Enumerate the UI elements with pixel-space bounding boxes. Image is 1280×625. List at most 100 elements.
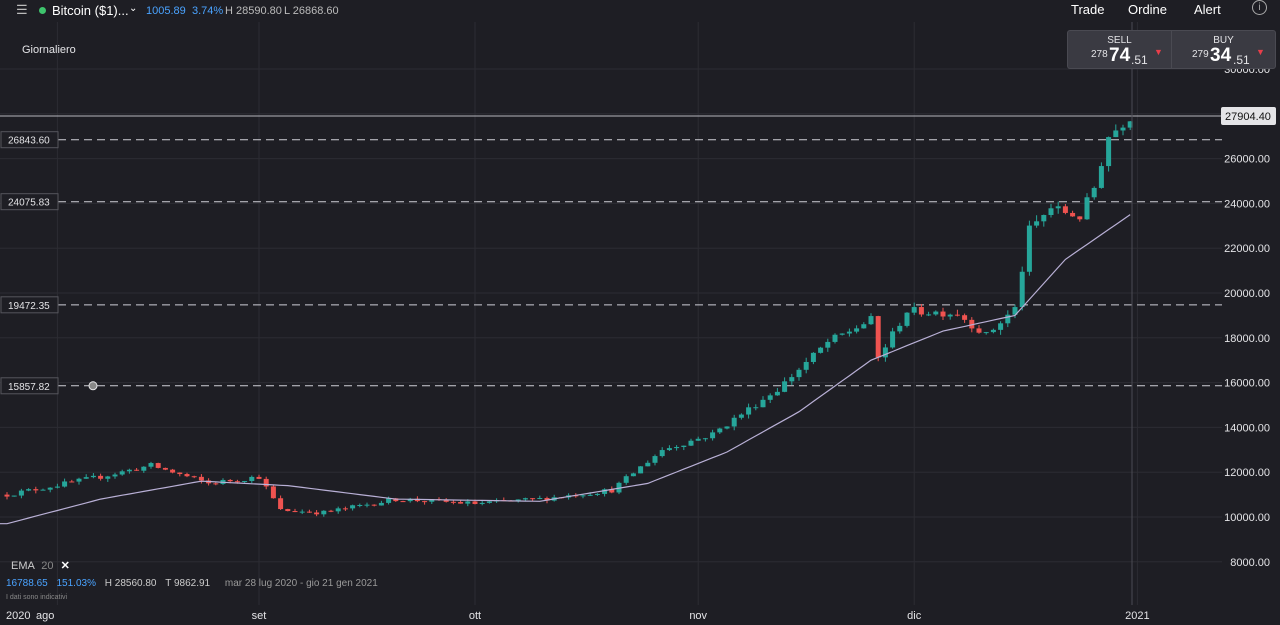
candle-body xyxy=(184,474,190,477)
candle-body xyxy=(270,486,276,499)
candle-body xyxy=(767,395,773,400)
candle-body xyxy=(839,333,845,335)
horizontal-line-label-box xyxy=(0,193,59,211)
x-tick-label: nov xyxy=(689,610,707,622)
candle-body xyxy=(1070,212,1076,217)
candle-body xyxy=(832,334,838,342)
candle-body xyxy=(940,311,946,317)
candle-body xyxy=(357,504,363,506)
y-axis: 8000.00 10000.00 12000.00 14000.00 16000.00 1… xyxy=(1224,64,1270,569)
ema-stats: 16788.65 151.03% H 28560.80 T 9862.91 ma… xyxy=(6,578,378,589)
current-price-tag xyxy=(1221,106,1276,125)
candle-body xyxy=(407,498,413,502)
trade-nav-button[interactable]: Trade xyxy=(1071,2,1105,17)
candle-body xyxy=(702,438,708,440)
candle-body xyxy=(717,428,723,433)
y-tick-label: 8000.00 xyxy=(1230,557,1270,569)
candle-body xyxy=(803,361,809,370)
candle-body xyxy=(825,341,831,348)
candle-body xyxy=(33,489,39,491)
candle-body xyxy=(1091,187,1097,198)
ema-period[interactable]: 20 xyxy=(41,560,54,572)
candle-body xyxy=(155,463,161,468)
candle-body xyxy=(976,328,982,333)
candle-body xyxy=(962,315,968,320)
candle-body xyxy=(472,501,478,504)
candle-body xyxy=(1084,197,1090,220)
candle-body xyxy=(645,462,651,467)
date-range: mar 28 lug 2020 - gio 21 gen 2021 xyxy=(224,578,378,589)
candle-body xyxy=(321,510,327,515)
candle-body xyxy=(522,498,528,500)
candle-body xyxy=(587,494,593,496)
candle-body xyxy=(242,480,248,482)
candle-body xyxy=(26,489,32,491)
info-icon[interactable]: i xyxy=(1252,0,1267,15)
candle-body xyxy=(933,311,939,315)
horizontal-line-label-box xyxy=(0,296,59,314)
candle-body xyxy=(292,511,298,513)
candle-body xyxy=(1098,166,1104,188)
close-icon[interactable]: ✕ xyxy=(60,560,70,572)
chart-grid xyxy=(0,22,1222,605)
horizontal-line-label-box xyxy=(0,131,59,149)
candle-body xyxy=(918,307,924,315)
market-open-dot xyxy=(39,7,46,14)
candle-body xyxy=(897,325,903,332)
candle-body xyxy=(285,509,291,512)
ema-high: H 28560.80 xyxy=(104,578,157,589)
menu-icon[interactable]: ☰ xyxy=(16,2,28,17)
candle-body xyxy=(134,469,140,471)
candle-body xyxy=(18,490,24,496)
candle-body xyxy=(602,489,608,494)
candle-body xyxy=(11,495,17,497)
candle-body xyxy=(969,319,975,329)
candle-body xyxy=(890,331,896,348)
sell-button[interactable]: SELL 278 74 .51 ▼ xyxy=(1068,31,1171,68)
candle-body xyxy=(299,511,305,513)
candle-body xyxy=(1062,206,1068,213)
period-label[interactable]: Giornaliero xyxy=(22,44,76,56)
candle-body xyxy=(688,440,694,446)
buy-button[interactable]: BUY 279 34 .51 ▼ xyxy=(1171,31,1275,68)
down-arrow-icon: ▼ xyxy=(1154,47,1163,57)
buy-price-prefix: 279 xyxy=(1192,49,1209,60)
candle-body xyxy=(530,498,536,500)
sell-price-suffix: .51 xyxy=(1131,53,1148,67)
candle-body xyxy=(753,407,759,409)
candle-body xyxy=(774,391,780,396)
candle-body xyxy=(926,314,932,316)
instrument-name[interactable]: Bitcoin ($1)... xyxy=(52,3,129,18)
top-bar: ☰ Bitcoin ($1)... ⌄ 1005.89 3.74% H 2859… xyxy=(0,0,1280,20)
candle-body xyxy=(911,307,917,313)
candles xyxy=(4,120,1133,517)
x-tick-label: ago xyxy=(36,610,54,622)
candle-body xyxy=(638,466,644,474)
trade-panel: SELL 278 74 .51 ▼ BUY 279 34 .51 ▼ xyxy=(1067,30,1276,69)
y-tick-label: 14000.00 xyxy=(1224,422,1270,434)
chevron-down-icon[interactable]: ⌄ xyxy=(129,3,138,14)
candle-body xyxy=(544,498,550,501)
alert-handle xyxy=(88,381,98,391)
candle-body xyxy=(1127,121,1133,128)
candle-body xyxy=(4,494,10,497)
candle-body xyxy=(170,469,176,473)
y-tick-label: 12000.00 xyxy=(1224,467,1270,479)
candle-body xyxy=(515,499,521,501)
candle-body xyxy=(782,381,788,392)
candle-body xyxy=(1019,271,1025,308)
alert-nav-button[interactable]: Alert xyxy=(1194,2,1221,17)
candle-body xyxy=(393,498,399,502)
candle-body xyxy=(256,476,262,479)
candle-body xyxy=(306,511,312,513)
candle-body xyxy=(342,508,348,510)
candle-body xyxy=(1077,216,1083,220)
x-tick-label: 2020 xyxy=(6,610,30,622)
x-tick-label: set xyxy=(252,610,267,622)
current-price: 27904.40 xyxy=(0,22,1276,605)
horizontal-line-label: 15857.82 xyxy=(8,382,50,393)
candle-body xyxy=(1106,137,1112,167)
candle-body xyxy=(213,483,219,485)
order-nav-button[interactable]: Ordine xyxy=(1128,2,1168,17)
